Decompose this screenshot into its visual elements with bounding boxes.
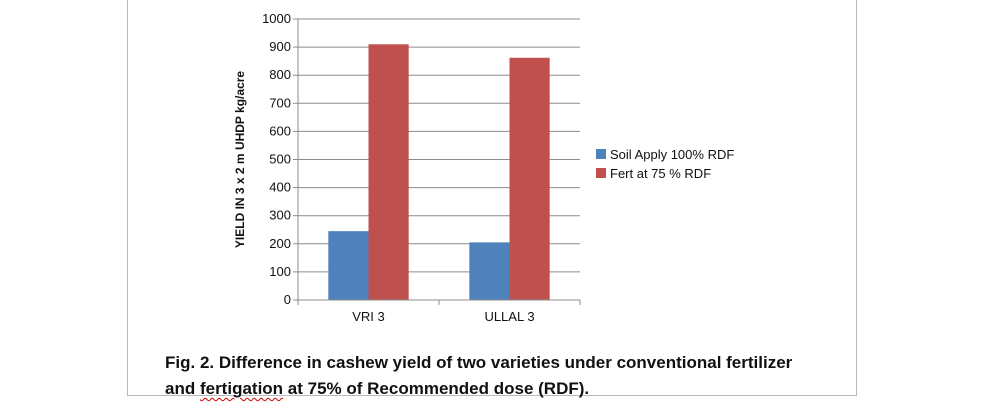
caption-spellcheck-word: fertigation xyxy=(199,379,284,398)
legend-label: Fert at 75 % RDF xyxy=(610,166,711,181)
bar xyxy=(368,44,409,300)
y-axis-ticks: 0 100 200 300 400 500 600 700 800 900 1000 xyxy=(262,11,299,307)
caption-line-1: Fig. 2. Difference in cashew yield of tw… xyxy=(165,353,793,372)
y-tick-label: 600 xyxy=(269,123,291,138)
bar xyxy=(469,242,510,300)
caption-line-2-end: at 75% of Recommended dose (RDF). xyxy=(283,379,590,398)
y-tick-label: 1000 xyxy=(262,11,291,26)
y-tick-label: 100 xyxy=(269,264,291,279)
y-tick-label: 500 xyxy=(269,152,291,167)
caption-line-2: and fertigation at 75% of Recommended do… xyxy=(165,376,855,402)
y-tick-label: 400 xyxy=(269,180,291,195)
caption-line-2-start: and xyxy=(165,379,200,398)
figure-caption: Fig. 2. Difference in cashew yield of tw… xyxy=(165,350,855,402)
bars xyxy=(328,44,550,300)
legend-label: Soil Apply 100% RDF xyxy=(610,147,734,162)
y-tick-label: 0 xyxy=(284,292,291,307)
legend: Soil Apply 100% RDF Fert at 75 % RDF xyxy=(596,147,734,181)
figure-frame xyxy=(127,0,857,396)
y-tick-label: 200 xyxy=(269,236,291,251)
legend-swatch xyxy=(596,168,606,178)
y-tick-label: 800 xyxy=(269,67,291,82)
bar xyxy=(328,231,369,300)
x-tick-label: ULLAL 3 xyxy=(484,309,534,324)
y-tick-label: 300 xyxy=(269,208,291,223)
legend-swatch xyxy=(596,149,606,159)
y-tick-label: 700 xyxy=(269,95,291,110)
x-tick-label: VRI 3 xyxy=(352,309,385,324)
x-axis: VRI 3 ULLAL 3 xyxy=(297,299,581,324)
bar-chart: 0 100 200 300 400 500 600 700 800 900 1000 VRI 3 UL… xyxy=(233,11,734,324)
bar xyxy=(509,57,550,300)
y-tick-label: 900 xyxy=(269,39,291,54)
y-axis-label: YIELD IN 3 x 2 m UHDP kg/acre xyxy=(233,71,247,249)
